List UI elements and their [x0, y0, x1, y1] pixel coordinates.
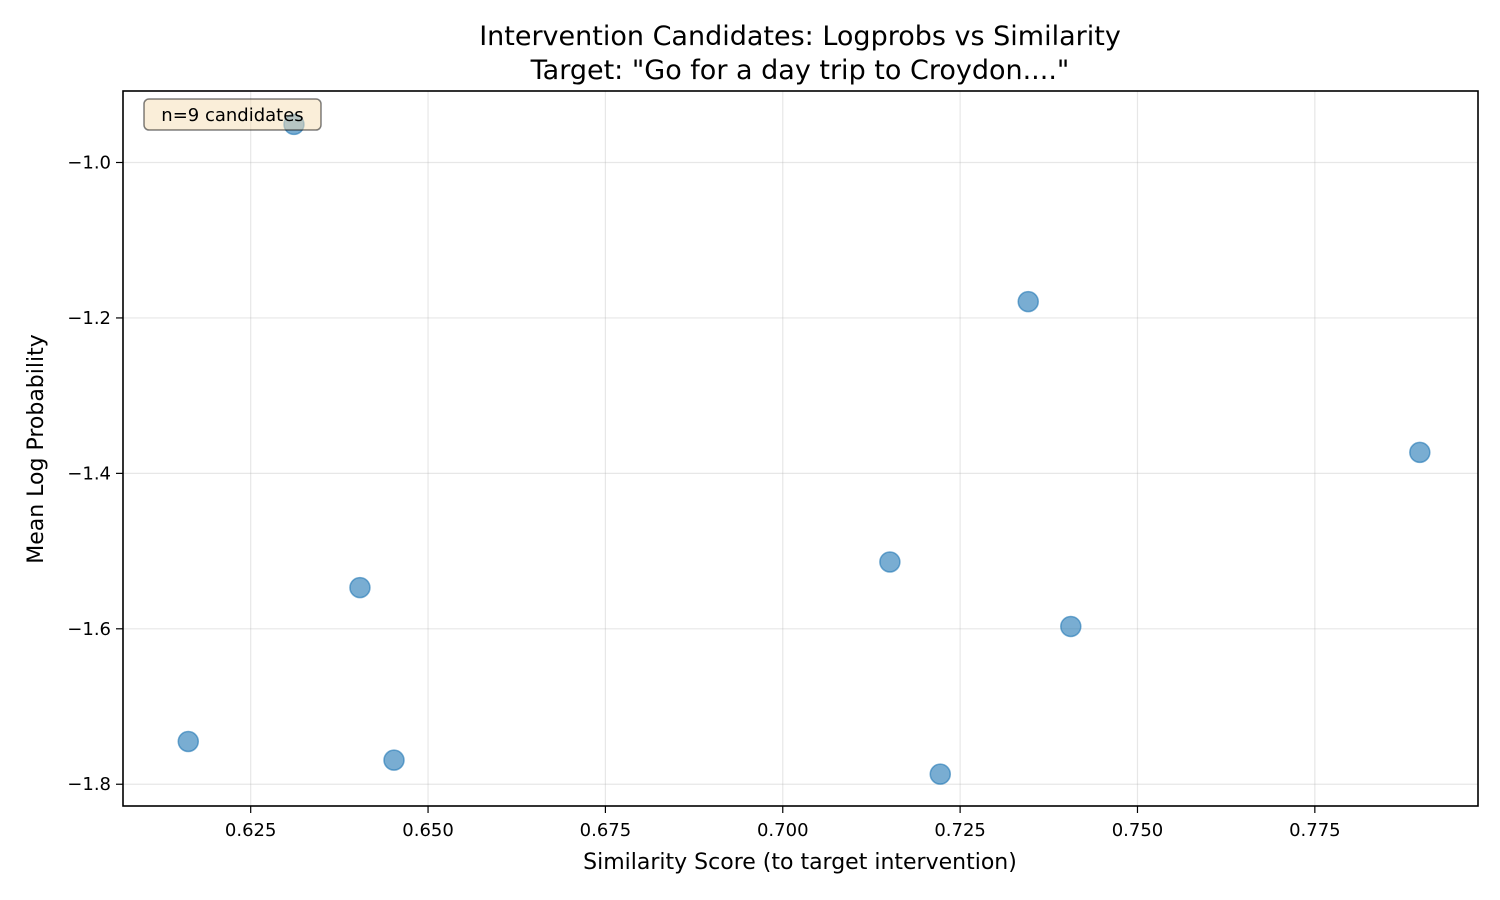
annotation-box-background: [143, 98, 322, 131]
data-point: [1409, 441, 1431, 464]
chart-subtitle: Target: "Go for a day trip to Croydon...…: [530, 55, 1070, 86]
x-tick-label: 0.650: [402, 820, 454, 841]
y-tick-label: −1.6: [67, 619, 111, 640]
x-tick-label: 0.775: [1289, 820, 1341, 841]
x-tick-label: 0.725: [934, 820, 986, 841]
chart-title: Intervention Candidates: Logprobs vs Sim…: [479, 21, 1121, 52]
y-tick-label: −1.2: [67, 308, 111, 329]
x-axis-label: Similarity Score (to target intervention…: [583, 850, 1017, 875]
axis-ticks: 0.625 0.650 0.675 0.700 0.725 0.750 0.775 −1.0 −…: [67, 153, 1340, 842]
x-tick-label: 0.700: [757, 820, 809, 841]
data-point: [879, 551, 901, 573]
annotation-text: n=9 candidates: [161, 105, 303, 126]
data-point: [1060, 615, 1082, 638]
data-points: [177, 113, 1431, 785]
plot-frame: [122, 90, 1479, 807]
y-axis-label: Mean Log Probability: [24, 334, 49, 564]
data-point: [349, 576, 371, 599]
data-point: [177, 730, 200, 753]
x-tick-label: 0.675: [580, 820, 632, 841]
y-tick-label: −1.0: [67, 153, 111, 174]
grid-lines: [123, 91, 1478, 806]
x-tick-label: 0.625: [225, 820, 277, 841]
data-point: [929, 763, 952, 785]
data-point: [1017, 290, 1039, 313]
y-tick-label: −1.8: [67, 774, 111, 795]
data-point: [383, 749, 405, 771]
x-tick-label: 0.750: [1112, 820, 1164, 841]
y-tick-label: −1.4: [67, 463, 111, 484]
annotation-box: n=9 candidates: [143, 98, 322, 131]
